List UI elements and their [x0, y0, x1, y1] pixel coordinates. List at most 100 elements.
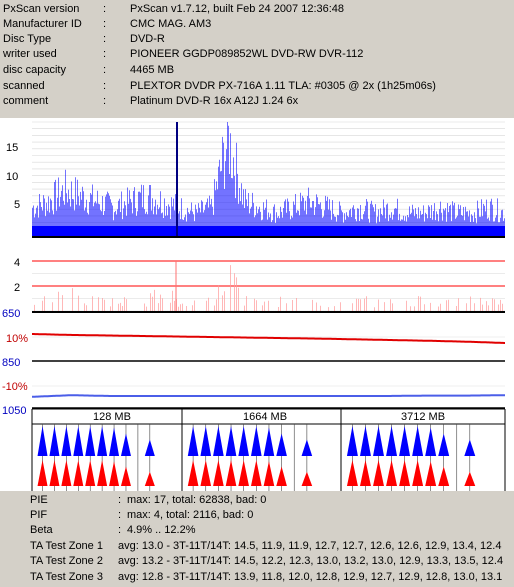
ta-blue-peak — [386, 426, 398, 456]
ta-red-peak — [399, 460, 411, 486]
ta-blue-peak — [359, 426, 371, 456]
ta-red-peak — [438, 466, 450, 486]
ta-red-peak — [301, 471, 313, 486]
ta-zone-header: 128 MB — [93, 411, 131, 423]
ta-red-peak — [187, 460, 199, 486]
pie-tick-label: 5 — [14, 199, 20, 211]
scan-stats-panel: PIE : max: 17, total: 62838, bad: 0 PIF … — [0, 493, 514, 587]
ta-red-peak — [37, 460, 48, 486]
pie-chart — [32, 121, 505, 238]
info-label: Disc Type — [3, 33, 52, 45]
ta-blue-peak — [97, 426, 108, 456]
jitter-mid-label: 850 — [2, 357, 20, 369]
info-value: PLEXTOR DVDR PX-716A 1.11 TLA: #0305 @ 2… — [130, 80, 436, 92]
stat-separator: : — [118, 509, 122, 521]
disc-info-panel: PxScan version : PxScan v1.7.12, built F… — [0, 0, 514, 110]
info-label: writer used — [3, 48, 57, 60]
ta-red-peak — [425, 461, 437, 486]
pie-tick-label: 10 — [6, 171, 18, 183]
ta-red-peak — [144, 471, 155, 486]
ta-blue-peak — [464, 439, 476, 456]
ta-red-peak — [276, 466, 287, 486]
ta-zone-header: 1664 MB — [243, 411, 287, 423]
jitter-pct-label: 10% — [6, 333, 28, 345]
pif-chart — [32, 260, 505, 313]
ta-red-peak — [225, 460, 237, 486]
ta-red-peak — [213, 460, 224, 486]
info-value: CMC MAG. AM3 — [130, 18, 212, 30]
info-label: PxScan version — [3, 3, 80, 15]
ta-red-peak — [49, 460, 60, 486]
info-value: PxScan v1.7.12, built Feb 24 2007 12:36:… — [130, 3, 345, 15]
ta-blue-peak — [438, 433, 450, 456]
pif-tick-label: 4 — [14, 257, 20, 269]
ta-red-peak — [200, 460, 212, 486]
info-label: Manufacturer ID — [3, 18, 82, 30]
pif-tick-label: 2 — [14, 282, 20, 294]
stat-separator: : — [118, 524, 122, 536]
ta-blue-peak — [276, 433, 287, 456]
ta-blue-peak — [61, 426, 72, 456]
info-separator: : — [103, 64, 107, 76]
ta-blue-peak — [373, 426, 384, 456]
ta-blue-peak — [238, 426, 249, 456]
stat-label: Beta — [30, 524, 53, 536]
ta-blue-peak — [85, 426, 96, 456]
ta-red-peak — [251, 460, 262, 486]
stat-separator: : — [118, 494, 122, 506]
scan-plot-svg: 15 10 5 4 2 650 10% 850 -10% 1050 128 MB… — [2, 121, 506, 491]
ta-blue-peak — [213, 426, 224, 456]
ta-blue-peak — [37, 426, 48, 456]
info-separator: : — [103, 18, 107, 30]
ta-red-peak — [61, 460, 72, 486]
ta-blue-peak — [301, 439, 313, 456]
ta-red-peak — [373, 460, 384, 486]
stat-label: TA Test Zone 2 — [30, 555, 103, 567]
ta-red-peak — [263, 461, 275, 486]
stat-value: avg: 12.8 - 3T-11T/14T: 13.9, 11.8, 12.0… — [118, 571, 503, 583]
ta-red-peak — [359, 460, 371, 486]
stat-value: max: 17, total: 62838, bad: 0 — [127, 494, 267, 506]
ta-red-peak — [386, 460, 398, 486]
beta-pct-label: -10% — [2, 381, 28, 393]
scan-plot-area: 15 10 5 4 2 650 10% 850 -10% 1050 128 MB… — [0, 118, 514, 491]
stat-label: PIE — [30, 494, 48, 506]
ta-blue-peak — [225, 426, 237, 456]
info-value: PIONEER GGDP089852WL DVD-RW DVR-112 — [130, 48, 364, 60]
jitter-top-label: 650 — [2, 308, 20, 320]
ta-blue-peak — [425, 427, 437, 456]
ta-blue-peak — [399, 426, 411, 456]
beta-line — [32, 394, 505, 398]
ta-blue-peak — [73, 426, 84, 456]
ta-red-peak — [85, 460, 96, 486]
ta-red-peak — [238, 460, 249, 486]
info-separator: : — [103, 80, 107, 92]
ta-blue-peak — [49, 426, 60, 456]
beta-bottom-label: 1050 — [2, 405, 26, 417]
info-separator: : — [103, 33, 107, 45]
info-label: comment — [3, 95, 49, 107]
stat-value: 4.9% .. 12.2% — [127, 524, 196, 536]
ta-red-peak — [464, 471, 476, 486]
stat-label: PIF — [30, 509, 48, 521]
ta-blue-peak — [144, 439, 155, 456]
jitter-line — [32, 333, 505, 344]
stat-label: TA Test Zone 1 — [30, 540, 103, 552]
info-separator: : — [103, 48, 107, 60]
stat-value: avg: 13.0 - 3T-11T/14T: 14.5, 11.9, 11.9… — [118, 540, 502, 552]
pie-tick-label: 15 — [6, 142, 18, 154]
ta-blue-peak — [412, 426, 424, 456]
ta-red-peak — [346, 460, 358, 486]
stat-value: avg: 13.2 - 3T-11T/14T: 14.5, 12.2, 12.3… — [118, 555, 504, 567]
info-label: scanned — [3, 80, 45, 92]
ta-red-peak — [120, 466, 131, 486]
info-separator: : — [103, 95, 107, 107]
ta-histogram — [31, 408, 506, 491]
ta-red-peak — [97, 460, 108, 486]
ta-red-peak — [412, 460, 424, 486]
info-label: disc capacity — [3, 64, 66, 76]
ta-blue-peak — [187, 426, 199, 456]
stat-label: TA Test Zone 3 — [30, 571, 103, 583]
ta-blue-peak — [109, 427, 120, 456]
ta-red-peak — [73, 460, 84, 486]
